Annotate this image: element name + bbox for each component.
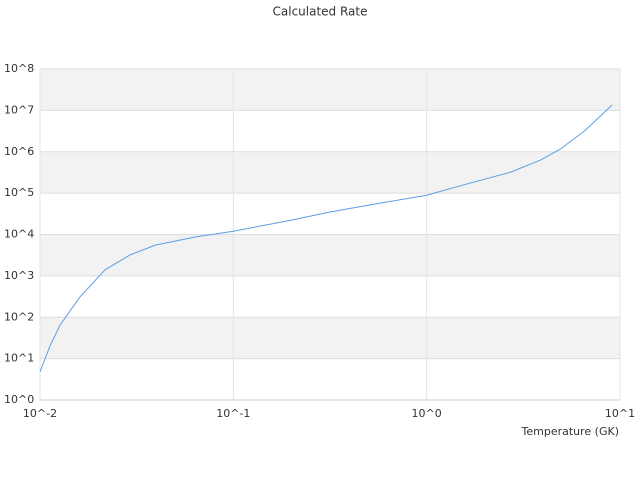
grid-band (40, 151, 620, 194)
y-tick-label: 10^1 (4, 352, 34, 365)
y-tick-label: 10^6 (4, 145, 34, 158)
y-tick-label: 10^7 (4, 103, 34, 116)
x-tick-label: 10^-2 (23, 407, 57, 420)
y-tick-label: 10^3 (4, 269, 34, 282)
grid-band (40, 69, 620, 111)
y-tick-label: 10^5 (4, 186, 34, 199)
y-tick-label: 10^2 (4, 310, 34, 323)
x-tick-label: 10^0 (412, 407, 442, 420)
grid-band (40, 317, 620, 359)
y-tick-label: 10^4 (4, 228, 34, 241)
data-line (39, 104, 613, 372)
chart-title: Calculated Rate (273, 5, 368, 19)
y-tick-label: 10^0 (4, 393, 34, 406)
grid-band (40, 234, 620, 276)
x-tick-label: 10^1 (605, 407, 635, 420)
x-axis-label: Temperature (GK) (521, 425, 620, 438)
x-tick-label: 10^-1 (216, 407, 250, 420)
y-tick-label: 10^8 (4, 62, 34, 75)
